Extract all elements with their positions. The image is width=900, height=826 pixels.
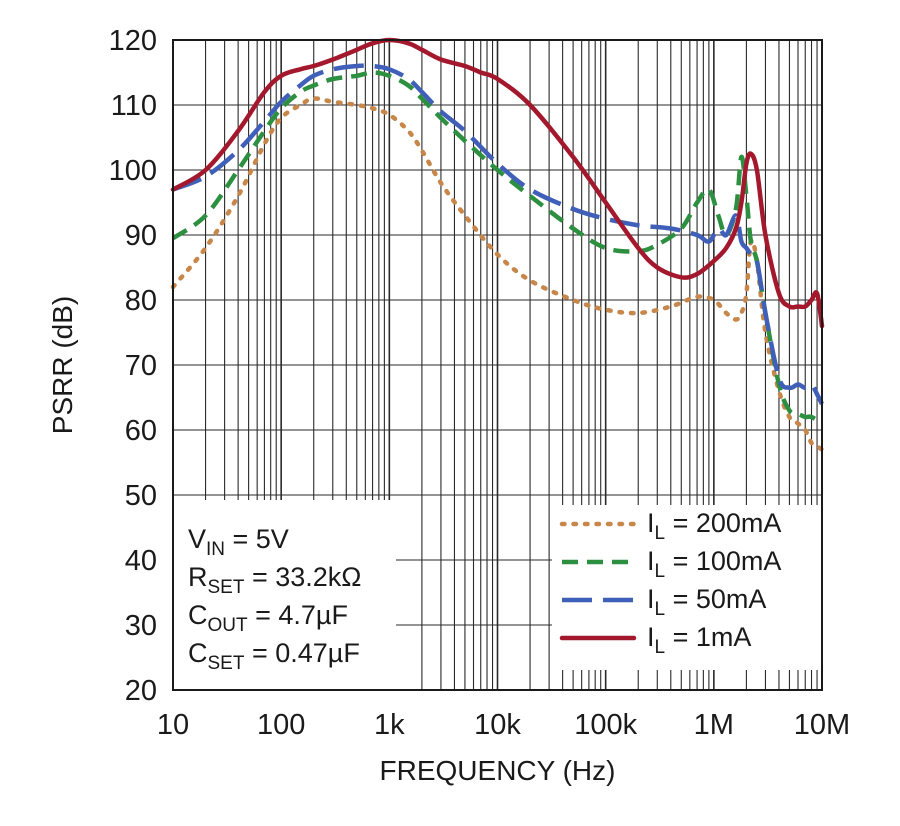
x-tick-label: 100k: [574, 709, 637, 741]
y-tick-label: 70: [125, 350, 157, 382]
x-tick-label: 1k: [374, 709, 405, 741]
y-axis-title: PSRR (dB): [47, 296, 78, 434]
legend-symbol: I: [647, 508, 655, 538]
y-tick-label: 20: [125, 675, 157, 707]
condition-value: = 5V: [225, 524, 289, 554]
y-tick-label: 110: [111, 90, 157, 122]
legend-value: = 1mA: [665, 622, 751, 652]
y-tick-label: 60: [125, 415, 157, 447]
condition-subscript: SET: [208, 577, 245, 598]
condition-line: RSET = 33.2kΩ: [188, 562, 361, 598]
condition-subscript: IN: [206, 539, 225, 560]
y-tick-label: 120: [109, 25, 157, 57]
legend-subscript: L: [655, 599, 666, 620]
y-tick-label: 40: [125, 545, 157, 577]
plot-frame: [172, 39, 823, 691]
legend-symbol: I: [647, 546, 655, 576]
y-tick-label: 100: [109, 155, 157, 187]
y-tick-label: 80: [125, 285, 157, 317]
y-tick-label: 50: [125, 480, 157, 512]
series-line-3: [170, 37, 825, 329]
legend-box: [552, 505, 821, 670]
legend-label: IL = 1mA: [647, 622, 751, 658]
plot-series: [170, 37, 825, 452]
legend-subscript: L: [655, 561, 666, 582]
x-tick-label: 10k: [474, 709, 521, 741]
x-tick-label: 10: [157, 709, 189, 741]
x-axis-title: FREQUENCY (Hz): [380, 755, 616, 786]
condition-line: VIN = 5V: [188, 524, 289, 560]
condition-subscript: SET: [208, 653, 245, 674]
series-line-2: [172, 63, 825, 406]
legend-value: = 100mA: [665, 546, 781, 576]
legend-value: = 50mA: [665, 584, 766, 614]
legend-subscript: L: [655, 523, 666, 544]
condition-symbol: C: [188, 638, 208, 668]
condition-value: = 4.7µF: [248, 600, 348, 630]
x-tick-label: 10M: [794, 709, 850, 741]
legend-label: IL = 100mA: [647, 546, 781, 582]
condition-subscript: OUT: [208, 615, 249, 636]
condition-line: CSET = 0.47µF: [188, 638, 360, 674]
legend-label: IL = 200mA: [647, 508, 781, 544]
condition-symbol: R: [188, 562, 208, 592]
legend-value: = 200mA: [665, 508, 781, 538]
legend-symbol: I: [647, 584, 655, 614]
conditions-box: [174, 500, 396, 689]
condition-line: COUT = 4.7µF: [188, 600, 348, 636]
y-tick-label: 30: [125, 610, 157, 642]
legend-label: IL = 50mA: [647, 584, 766, 620]
x-tick-label: 1M: [694, 709, 734, 741]
condition-symbol: V: [188, 524, 206, 554]
legend-symbol: I: [647, 622, 655, 652]
condition-value: = 0.47µF: [244, 638, 359, 668]
condition-symbol: C: [188, 600, 208, 630]
condition-value: = 33.2kΩ: [244, 562, 361, 592]
y-tick-label: 90: [125, 220, 157, 252]
x-tick-label: 100: [257, 709, 305, 741]
legend-subscript: L: [655, 637, 666, 658]
tick-labels: 10 100 1k 10k 100k 1M 10M 20 30 40 50 60 70 80 90 100 11…: [109, 25, 851, 741]
series-line-0: [170, 96, 825, 452]
